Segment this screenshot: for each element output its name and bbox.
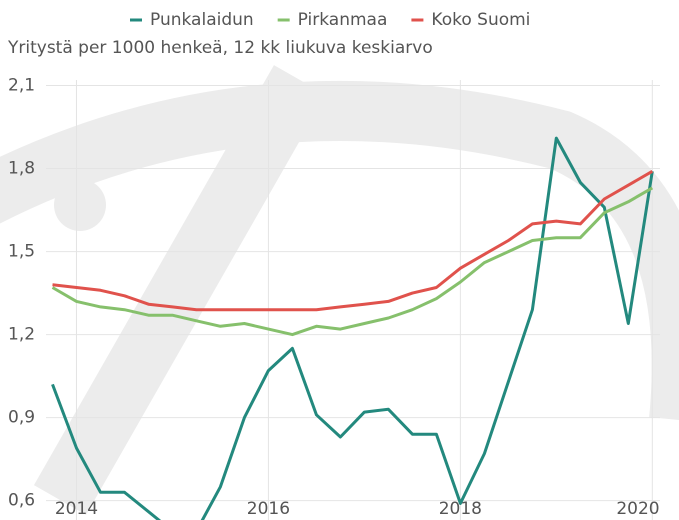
- line: [51, 136, 654, 520]
- watermark: [0, 65, 679, 515]
- y-tick-label: 1,2: [8, 325, 35, 345]
- y-tick-label: 0,9: [8, 408, 35, 428]
- x-tick-label: 2016: [247, 499, 290, 519]
- y-tick-label: 2,1: [8, 76, 35, 96]
- x-tick-label: 2020: [616, 499, 659, 519]
- legend-label: Koko Suomi: [431, 10, 530, 30]
- y-tick-label: 0,6: [8, 491, 35, 511]
- x-tick-label: 2014: [55, 499, 98, 519]
- line: [51, 186, 654, 337]
- legend-label: Pirkanmaa: [298, 10, 388, 30]
- x-tick-label: 2018: [439, 499, 482, 519]
- subtitle: Yritystä per 1000 henkeä, 12 kk liukuva …: [7, 38, 433, 58]
- y-tick-label: 1,8: [8, 159, 35, 179]
- y-tick-label: 1,5: [8, 242, 35, 262]
- legend-label: Punkalaidun: [150, 10, 254, 30]
- legend: Punkalaidun Pirkanmaa Koko Suomi: [130, 10, 530, 30]
- line: [52, 170, 654, 312]
